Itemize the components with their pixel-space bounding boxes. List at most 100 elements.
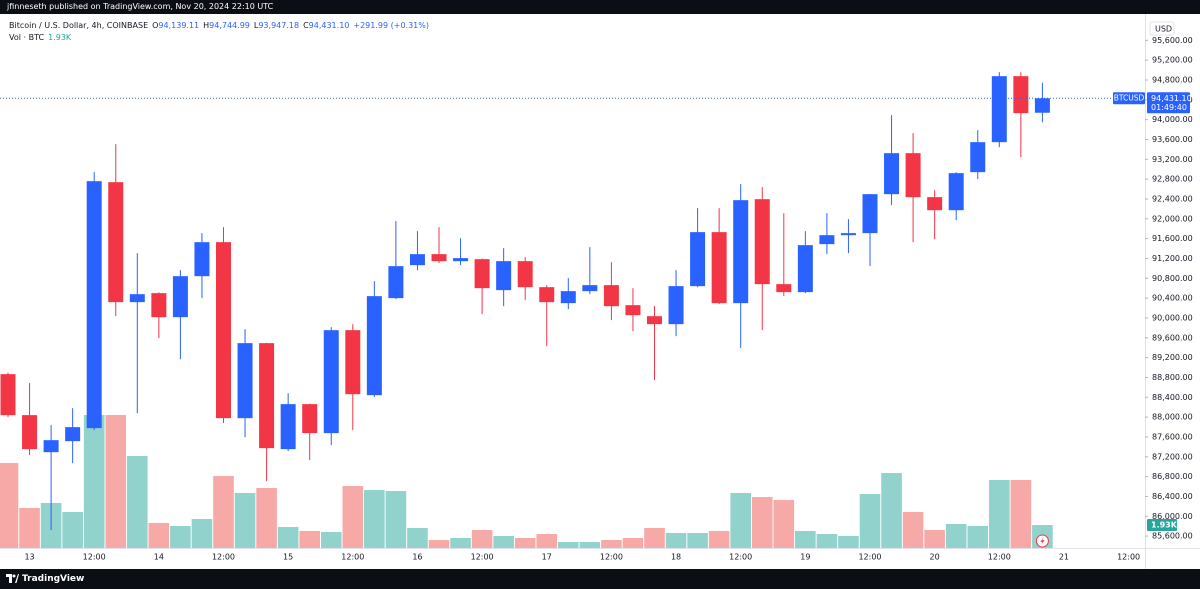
volume-bar xyxy=(859,494,881,548)
candle-body xyxy=(43,440,59,453)
y-tick-label: 93,200.00 xyxy=(1152,155,1193,164)
x-tick-label: 16 xyxy=(412,553,422,562)
last-price-box xyxy=(1147,92,1190,114)
candle-body xyxy=(237,343,253,419)
x-tick-label: 12:00 xyxy=(471,553,494,562)
y-tick-label: 94,000.00 xyxy=(1152,115,1193,124)
volume-bar xyxy=(62,512,83,548)
candle-body xyxy=(884,153,900,195)
volume-bar xyxy=(105,415,127,548)
x-tick-label: 12:00 xyxy=(212,553,235,562)
candle-body xyxy=(733,200,749,304)
candle-body xyxy=(86,181,102,429)
y-tick-label: 93,600.00 xyxy=(1152,135,1193,144)
volume-bar xyxy=(0,463,19,548)
volume-bar xyxy=(471,530,493,548)
ohlc-item: O94,139.11 xyxy=(152,20,199,32)
currency-label: USD xyxy=(1155,25,1172,34)
last-price-label: 94,431.10 xyxy=(1151,94,1192,103)
volume-bar xyxy=(83,415,105,548)
candle-body xyxy=(108,182,124,303)
volume-bar xyxy=(191,519,213,548)
brand-logo xyxy=(6,574,19,583)
volume-bar xyxy=(256,488,277,548)
y-tick-label: 87,600.00 xyxy=(1152,432,1193,441)
candle-body xyxy=(431,254,447,262)
volume-bar xyxy=(342,486,364,548)
volume-bar xyxy=(234,493,256,548)
volume-bar xyxy=(320,532,342,548)
x-tick-label: 12:00 xyxy=(600,553,623,562)
volume-bar xyxy=(493,535,514,548)
candle-body xyxy=(65,427,81,442)
candle-body xyxy=(840,233,856,236)
candle-body xyxy=(690,232,706,287)
y-tick-label: 91,600.00 xyxy=(1152,234,1193,243)
volume-bar xyxy=(579,542,601,548)
candle-body xyxy=(366,296,382,396)
volume-bar xyxy=(558,542,579,548)
candle-body xyxy=(625,305,641,316)
candle-body xyxy=(1013,76,1029,114)
candle-body xyxy=(797,245,813,293)
countdown: 01:49:40 xyxy=(1151,103,1187,112)
ohlc-item: H94,744.99 xyxy=(203,20,250,32)
volume-bar xyxy=(450,538,471,548)
volume-bar xyxy=(385,491,407,548)
y-tick-label: 88,800.00 xyxy=(1152,373,1193,382)
candle-body xyxy=(172,276,188,318)
candle-body xyxy=(194,242,210,277)
volume-bar xyxy=(730,493,751,548)
volume-bar xyxy=(536,533,558,548)
symbol-tag-box xyxy=(1113,92,1145,105)
volume-bar xyxy=(127,456,148,548)
candle-body xyxy=(582,285,598,292)
volume-bar xyxy=(601,540,622,548)
candle-body xyxy=(129,294,145,303)
brand: TradingView xyxy=(22,574,85,584)
ohlc-key: O xyxy=(152,21,159,30)
candle-body xyxy=(496,261,512,291)
y-tick-label: 86,400.00 xyxy=(1152,492,1193,501)
volume-bar xyxy=(364,490,385,548)
x-tick-label: 13 xyxy=(24,553,34,562)
candle-body xyxy=(948,173,964,211)
y-tick-label: 86,000.00 xyxy=(1152,512,1193,521)
ohlc-value: 94,139.11 xyxy=(158,21,200,30)
volume-bar xyxy=(795,531,816,548)
y-tick-label: 91,200.00 xyxy=(1152,254,1193,263)
candle-body xyxy=(647,316,662,325)
candle-body xyxy=(0,374,16,416)
ohlc-value: 93,947.18 xyxy=(258,21,300,30)
volume-bar xyxy=(644,528,665,548)
volume-bar xyxy=(665,533,687,548)
candle-body xyxy=(216,242,231,419)
volume-bar xyxy=(902,512,924,548)
ohlc-value: 94,431.10 xyxy=(308,21,350,30)
x-tick-label: 19 xyxy=(800,553,810,562)
axes: 85,600.00 86,000.00 86,400.00 86,800.00 87,2… xyxy=(24,21,1193,562)
volume-value: 1.93K xyxy=(48,33,72,42)
volume-bar xyxy=(838,535,859,548)
volume-name: Vol · BTC xyxy=(9,33,45,42)
candle-body xyxy=(517,261,533,288)
candle-body xyxy=(862,194,878,234)
volume-bar xyxy=(773,500,795,548)
ohlc-key: L xyxy=(253,21,259,30)
candle-body xyxy=(819,235,835,245)
x-tick-label: 18 xyxy=(671,553,681,562)
x-tick-label: 17 xyxy=(542,553,552,562)
candle-body xyxy=(323,330,339,434)
volume-bar xyxy=(945,523,967,548)
volume-bar xyxy=(622,538,644,548)
candle-body xyxy=(280,404,296,450)
y-tick-label: 92,800.00 xyxy=(1152,175,1193,184)
candle-body xyxy=(388,266,404,299)
x-tick-label: 20 xyxy=(930,553,940,562)
plot xyxy=(0,72,1053,548)
volume-bar xyxy=(687,533,708,548)
candle-body xyxy=(345,330,361,395)
publish-bar: jfinneseth published on TradingView.com,… xyxy=(0,0,1200,14)
candle-body xyxy=(539,287,555,303)
